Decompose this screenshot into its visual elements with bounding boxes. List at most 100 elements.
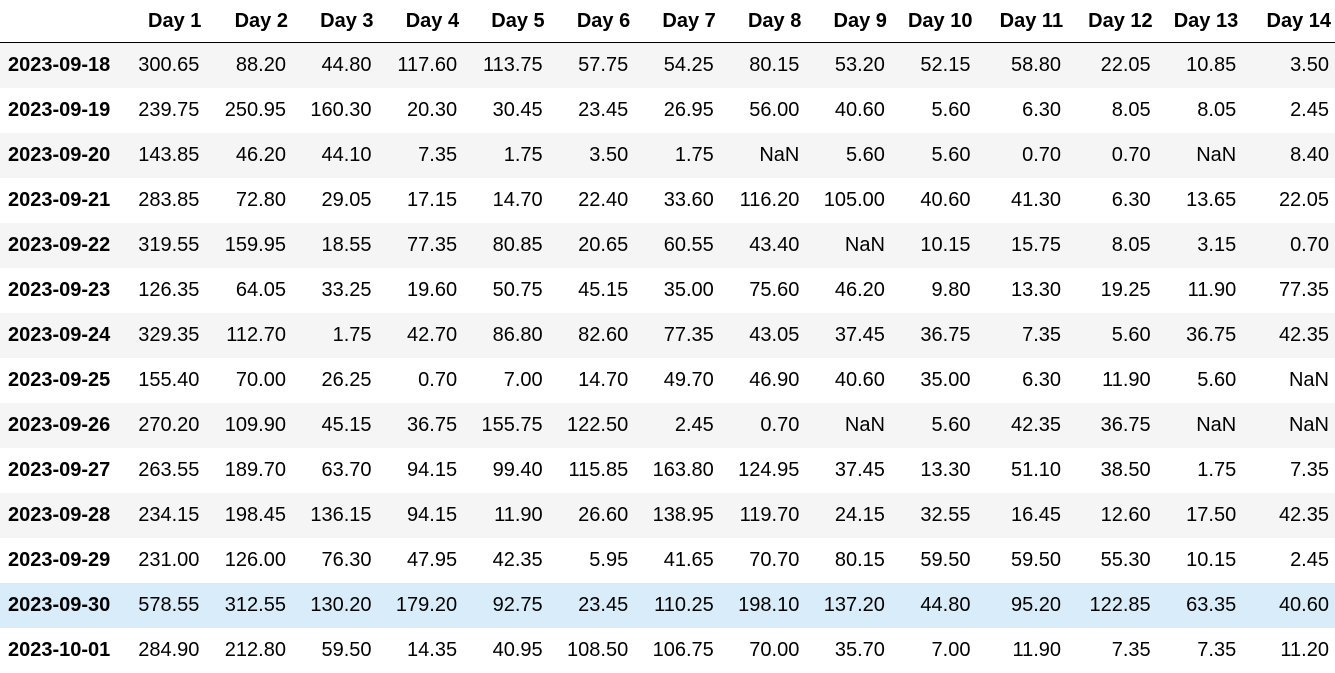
- table-cell: 20.30: [407, 98, 458, 121]
- table-cell: 29.05: [321, 188, 372, 211]
- table-cell: 58.80: [1011, 53, 1062, 76]
- table-cell: 319.55: [138, 233, 200, 256]
- table-cell: 17.15: [407, 188, 458, 211]
- table-cell: 116.20: [739, 188, 800, 211]
- table-row: 2023-09-26 270.20 109.90 45.15 36.75 155.75 12…: [0, 402, 1335, 448]
- table-cell: 329.35: [138, 323, 200, 346]
- table-cell: 26.60: [578, 503, 629, 526]
- table-cell: 2.45: [1290, 548, 1329, 571]
- column-header: Day 9: [805, 0, 891, 43]
- table-cell: 72.80: [235, 188, 286, 211]
- table-cell: 64.05: [235, 278, 286, 301]
- table-cell: 19.60: [407, 278, 458, 301]
- table-cell: 59.50: [1011, 548, 1062, 571]
- table-cell: 115.85: [568, 458, 629, 481]
- table-cell: 22.05: [1278, 188, 1329, 211]
- table-cell: 80.85: [492, 233, 543, 256]
- table-row: 2023-09-21 283.85 72.80 29.05 17.15 14.70 22.4…: [0, 177, 1335, 223]
- table-cell: 37.45: [834, 458, 885, 481]
- table-cell: 2.45: [1290, 98, 1329, 121]
- table-cell: 189.70: [224, 458, 286, 481]
- table-cell: 5.60: [931, 143, 971, 166]
- row-index-label: 2023-09-18: [8, 53, 111, 76]
- table-cell: 234.15: [138, 503, 200, 526]
- table-row: 2023-09-18 300.65 88.20 44.80 117.60 113.75 57…: [0, 42, 1335, 88]
- row-index-label: 2023-09-25: [8, 368, 111, 391]
- table-row: 2023-09-19 239.75 250.95 160.30 20.30 30.45 23…: [0, 87, 1335, 133]
- table-row: 2023-09-20 143.85 46.20 44.10 7.35 1.75 3.50 1.…: [0, 132, 1335, 178]
- table-cell: 11.90: [1187, 278, 1237, 301]
- table-cell: 198.45: [224, 503, 286, 526]
- table-cell: 250.95: [224, 98, 286, 121]
- table-cell: 1.75: [332, 323, 372, 346]
- table-cell: 76.30: [321, 548, 372, 571]
- table-body: 2023-09-18 300.65 88.20 44.80 117.60 113.75 57…: [0, 42, 1335, 673]
- table-cell: 47.95: [407, 548, 458, 571]
- table-cell: 5.60: [845, 143, 885, 166]
- table-cell: 59.50: [920, 548, 971, 571]
- table-cell: 7.35: [1022, 323, 1062, 346]
- table-cell: 263.55: [138, 458, 200, 481]
- table-cell: 42.35: [1278, 323, 1329, 346]
- table-cell: 20.65: [578, 233, 629, 256]
- table-cell: 86.80: [492, 323, 543, 346]
- table-cell: 46.90: [749, 368, 800, 391]
- table-cell: 155.75: [481, 413, 543, 436]
- table-cell: NaN: [1196, 143, 1237, 166]
- table-cell: 37.45: [834, 323, 885, 346]
- table-cell: 5.60: [931, 413, 971, 436]
- table-cell: 30.45: [492, 98, 543, 121]
- column-header: Day 1: [120, 0, 206, 43]
- table-cell: NaN: [1196, 413, 1237, 436]
- table-cell: 45.15: [321, 413, 372, 436]
- table-cell: 159.95: [224, 233, 286, 256]
- table-cell: 124.95: [738, 458, 800, 481]
- table-cell: 51.10: [1011, 458, 1062, 481]
- table-cell: 0.70: [1022, 143, 1062, 166]
- table-cell: 23.45: [578, 593, 629, 616]
- column-header: Day 4: [377, 0, 464, 43]
- table-cell: 94.15: [407, 503, 458, 526]
- table-cell: 63.35: [1186, 593, 1237, 616]
- index-header: [0, 0, 121, 43]
- table-row: 2023-09-27 263.55 189.70 63.70 94.15 99.40 115…: [0, 447, 1335, 493]
- table-cell: 5.95: [589, 548, 629, 571]
- table-cell: 59.50: [321, 638, 372, 661]
- table-cell: 13.30: [920, 458, 971, 481]
- table-cell: NaN: [1288, 368, 1329, 391]
- table-cell: 92.75: [492, 593, 543, 616]
- table-cell: 33.25: [321, 278, 372, 301]
- table-cell: 126.35: [138, 278, 200, 301]
- table-cell: 11.90: [1012, 638, 1062, 661]
- table-cell: 0.70: [1111, 143, 1151, 166]
- table-cell: 33.60: [663, 188, 714, 211]
- table-cell: 5.60: [1197, 368, 1237, 391]
- table-cell: 44.80: [920, 593, 971, 616]
- table-cell: 7.35: [418, 143, 458, 166]
- table-cell: 5.60: [931, 98, 971, 121]
- table-cell: 17.50: [1186, 503, 1237, 526]
- table-cell: 143.85: [138, 143, 200, 166]
- table-cell: 138.95: [652, 503, 714, 526]
- table-cell: 49.70: [663, 368, 714, 391]
- table-cell: 239.75: [138, 98, 200, 121]
- table-cell: 40.60: [834, 368, 885, 391]
- table-cell: 35.00: [663, 278, 714, 301]
- table-cell: 43.05: [749, 323, 800, 346]
- table-cell: 8.05: [1197, 98, 1237, 121]
- table-cell: 41.65: [663, 548, 714, 571]
- table-cell: 1.75: [503, 143, 543, 166]
- table-cell: 24.15: [834, 503, 885, 526]
- table-cell: 53.20: [834, 53, 885, 76]
- table-cell: 32.55: [920, 503, 971, 526]
- table-cell: 57.75: [578, 53, 629, 76]
- table-cell: 14.35: [407, 638, 458, 661]
- table-cell: 7.00: [503, 368, 543, 391]
- table-cell: 10.85: [1186, 53, 1237, 76]
- table-cell: 94.15: [407, 458, 458, 481]
- column-header: Day 2: [205, 0, 292, 43]
- row-index-label: 2023-09-26: [8, 413, 111, 436]
- row-index-label: 2023-09-24: [8, 323, 111, 346]
- table-row: 2023-09-22 319.55 159.95 18.55 77.35 80.85 20.…: [0, 222, 1335, 268]
- table-row: 2023-09-28 234.15 198.45 136.15 94.15 11.90 26…: [0, 492, 1335, 538]
